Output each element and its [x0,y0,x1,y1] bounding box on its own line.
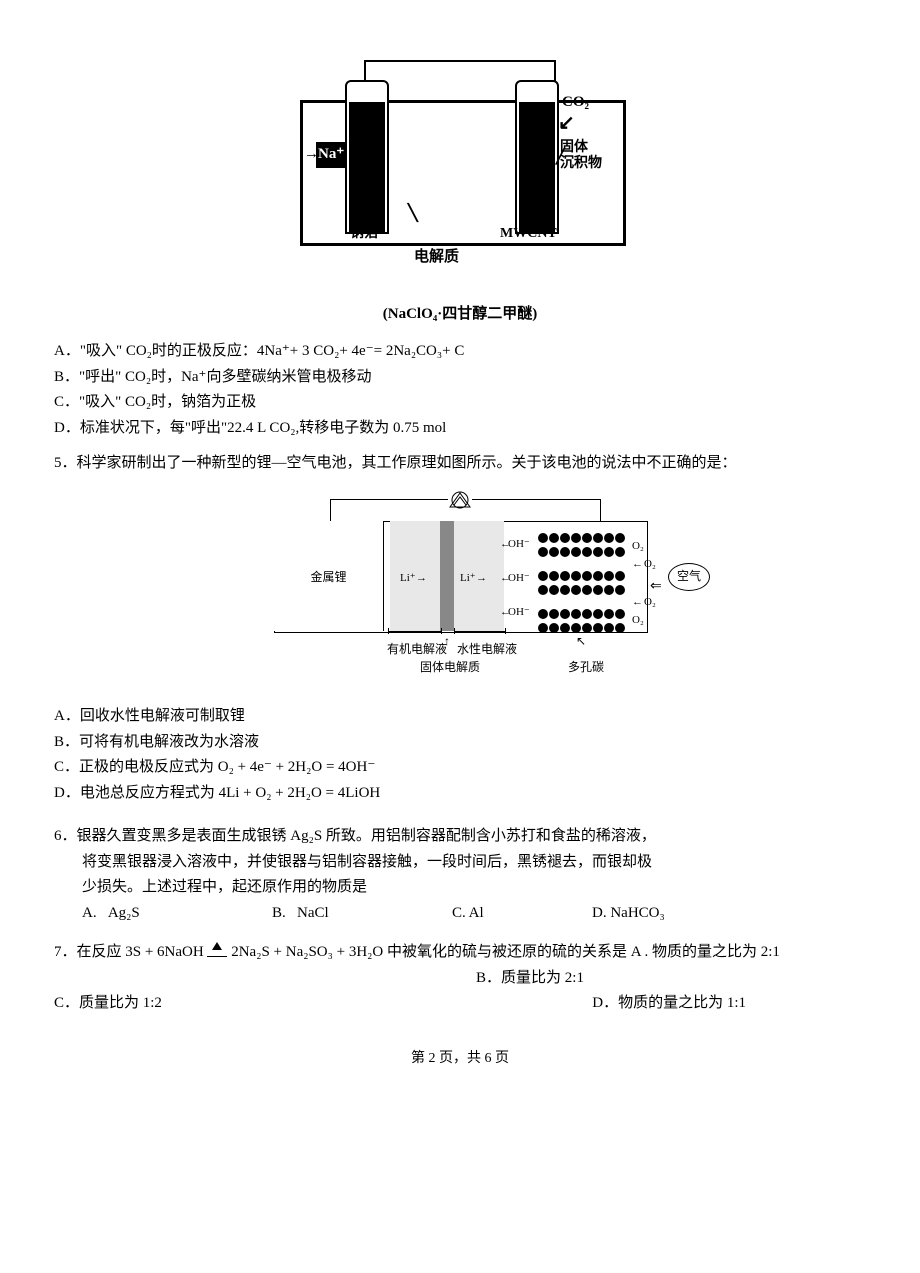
figure-2: 金属锂 Li⁺ → Li⁺ → OH⁻ ← OH⁻ ← OH⁻ ← O₂ ← O… [260,487,660,687]
fig1-electrolyte-label: 电解质 [414,245,459,271]
q7-option-b: B．质量比为 2:1 [54,966,866,992]
fig2-bracket-aq [454,631,506,638]
page-2: → Na⁺ CO₂ ↙ 固体 沉积物 ╱ 钠箔 MWCNT ╲ 电解质 (NaC… [0,0,920,1110]
question-6: 6．银器久置变黑多是表面生成银锈 Ag₂S 所致。用铝制容器配制含小苏打和食盐的… [54,824,866,926]
q6-stem-l2: 将变黑银器浸入溶液中，并使银器与铝制容器接触，一段时间后，黑锈褪去，而银却极 [54,850,866,876]
fig2-wire-left [330,499,448,500]
q4-option-d: D．标准状况下，每"呼出"22.4 L CO₂,转移电子数为 0.75 mol [54,416,866,442]
q6-option-c: C. Al [452,901,592,927]
fig2-li-ion-2: Li⁺ [460,569,476,588]
q6-option-a: A. Ag₂S [82,901,272,927]
fig2-oh-arrow-2: ← [500,569,511,588]
q7-stem: 7．在反应 3S + 6NaOH 2Na₂S + Na₂SO₃ + 3H₂O 中… [54,940,866,966]
question-4-options: A．"吸入" CO₂时的正极反应：4Na⁺+ 3 CO₂+ 4e⁻= 2Na₂C… [54,339,866,441]
q4-option-b: B．"呼出" CO₂时，Na⁺向多壁碳纳米管电极移动 [54,365,866,391]
q5-option-c: C．正极的电极反应式为 O₂ + 4e⁻ + 2H₂O = 4OH⁻ [54,755,866,781]
q6-options-row: A. Ag₂S B. NaCl C. Al D. NaHCO₃ [54,901,866,927]
fig1-left-electrode [345,80,389,234]
fig2-dots-row-4 [532,581,632,595]
q4-option-c: C．"吸入" CO₂时，钠箔为正极 [54,390,866,416]
figure-1: → Na⁺ CO₂ ↙ 固体 沉积物 ╱ 钠箔 MWCNT ╲ 电解质 [290,50,630,290]
q7-option-cd-row: C．质量比为 1:2 D．物质的量之比为 1:1 [54,991,866,1017]
fig2-air-arrow: ⇐ [650,575,662,599]
q5-option-a: A．回收水性电解液可制取锂 [54,704,866,730]
fig2-dots-row-1 [532,529,632,543]
fig2-bracket-org [388,631,442,638]
q5-option-d: D．电池总反应方程式为 4Li + O₂ + 2H₂O = 4LiOH [54,781,866,807]
fig1-deposit-l2: 沉积物 [560,152,602,176]
q7-option-d: D．物质的量之比为 1:1 [592,991,866,1017]
fig2-porous-arrow: ↖ [576,631,586,651]
fig2-oh-1: OH⁻ [508,535,530,554]
fig2-oh-3: OH⁻ [508,603,530,622]
fig1-right-tube-label: MWCNT [500,222,557,246]
fig2-vline-right [600,499,601,521]
q5-option-b: B．可将有机电解液改为水溶液 [54,730,866,756]
fig1-right-electrode [515,80,559,234]
q7-stem-part2: 2Na₂S + Na₂SO₃ + 3H₂O 中被氧化的硫与被还原的硫的关系是 A… [227,944,779,960]
fig2-porous-label: 多孔碳 [556,657,616,677]
fig1-co2-arrow: ↙ [558,106,575,140]
q4-option-a: A．"吸入" CO₂时的正极反应：4Na⁺+ 3 CO₂+ 4e⁻= 2Na₂C… [54,339,866,365]
fig2-wire-right [472,499,600,500]
fig1-caption: (NaClO₄·四甘醇二甲醚) [54,302,866,328]
q6-stem-l3: 少损失。上述过程中，起还原作用的物质是 [54,875,866,901]
fig2-li-arrow-1: → [416,569,427,588]
q6-stem-l1: 6．银器久置变黑多是表面生成银锈 Ag₂S 所致。用铝制容器配制含小苏打和食盐的… [54,824,866,850]
fig2-dots-row-5 [532,605,632,619]
fig2-air-label: 空气 [668,563,710,591]
fig1-left-tube-label: 钠箔 [350,222,378,246]
fig2-lithium-section: 金属锂 [274,521,384,631]
fig2-vline-left [330,499,331,521]
fig1-deposit-slash: ╱ [556,146,564,170]
fig2-li-metal-label: 金属锂 [310,570,346,584]
fig2-o2-4: O₂ [632,611,644,630]
fig2-oh-arrow-1: ← [500,535,511,554]
fig2-o2-arrow-2: ← [632,593,643,612]
fig2-bulb-icon [448,489,472,509]
figure-2-container: 金属锂 Li⁺ → Li⁺ → OH⁻ ← OH⁻ ← OH⁻ ← O₂ ← O… [54,487,866,697]
page-footer: 第 2 页，共 6 页 [54,1047,866,1071]
fig2-o2-arrow-1: ← [632,555,643,574]
fig2-dots-row-2 [532,543,632,557]
fig2-solid-electrolyte-section [440,521,454,631]
heat-triangle-icon [207,945,227,960]
fig1-elec-slash: ╲ [408,200,418,227]
fig2-oh-arrow-3: ← [500,603,511,622]
fig2-li-arrow-2: → [476,569,487,588]
question-7: 7．在反应 3S + 6NaOH 2Na₂S + Na₂SO₃ + 3H₂O 中… [54,940,866,1017]
fig2-oh-2: OH⁻ [508,569,530,588]
fig1-na-label: Na⁺ [316,142,346,168]
q7-option-c: C．质量比为 1:2 [54,991,162,1017]
q6-option-b: B. NaCl [272,901,452,927]
q7-stem-part1: 7．在反应 3S + 6NaOH [54,944,207,960]
fig2-dots-row-3 [532,567,632,581]
fig2-o2-1: O₂ [632,537,644,556]
q5-stem: 5．科学家研制出了一种新型的锂—空气电池，其工作原理如图所示。关于该电池的说法中… [54,451,866,477]
question-5-options: A．回收水性电解液可制取锂 B．可将有机电解液改为水溶液 C．正极的电极反应式为… [54,704,866,806]
q6-option-d: D. NaHCO₃ [592,901,665,927]
figure-1-container: → Na⁺ CO₂ ↙ 固体 沉积物 ╱ 钠箔 MWCNT ╲ 电解质 (NaC… [54,50,866,327]
fig2-solid-label: 固体电解质 [410,657,490,677]
question-5: 5．科学家研制出了一种新型的锂—空气电池，其工作原理如图所示。关于该电池的说法中… [54,451,866,477]
fig2-o2-2: O₂ [644,555,656,574]
fig2-li-ion-1: Li⁺ [400,569,416,588]
